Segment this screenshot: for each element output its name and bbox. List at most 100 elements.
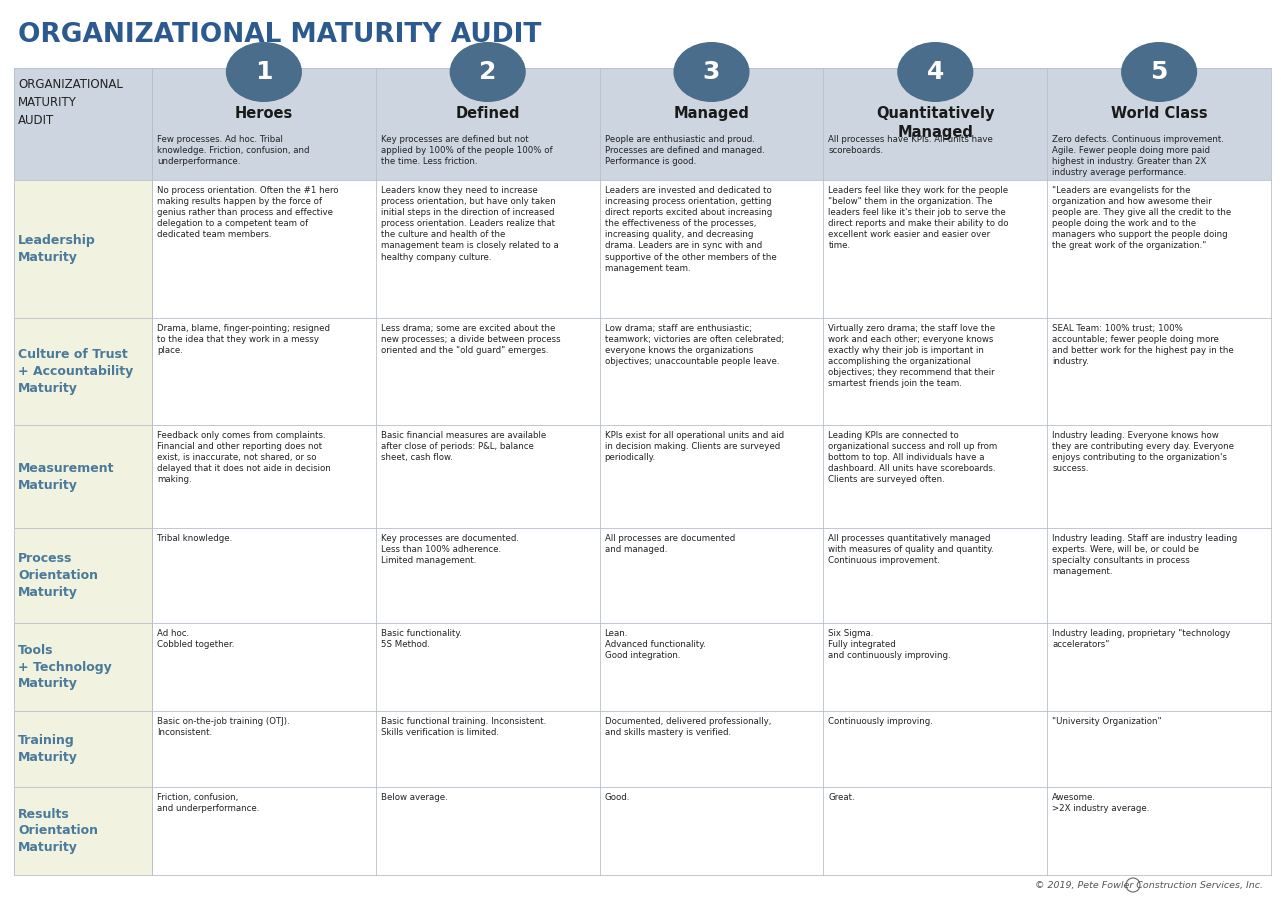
Bar: [600, 425, 824, 528]
Bar: [824, 528, 1047, 623]
Text: Managed: Managed: [674, 106, 749, 121]
Text: ORGANIZATIONAL MATURITY AUDIT: ORGANIZATIONAL MATURITY AUDIT: [18, 22, 542, 48]
Bar: [152, 623, 375, 711]
Ellipse shape: [450, 42, 525, 102]
Text: Low drama; staff are enthusiastic;
teamwork; victories are often celebrated;
eve: Low drama; staff are enthusiastic; teamw…: [605, 324, 784, 366]
Text: © 2019, Pete Fowler Construction Services, Inc.: © 2019, Pete Fowler Construction Service…: [1035, 881, 1263, 890]
Bar: [600, 528, 824, 623]
Bar: [824, 425, 1047, 528]
Ellipse shape: [897, 42, 974, 102]
Text: Industry leading. Staff are industry leading
experts. Were, will be, or could be: Industry leading. Staff are industry lea…: [1052, 534, 1237, 577]
Text: All processes have KPIs. All units have
scoreboards.: All processes have KPIs. All units have …: [829, 135, 993, 155]
Bar: [375, 711, 600, 787]
Bar: [375, 318, 600, 425]
Text: Leaders are invested and dedicated to
increasing process orientation, getting
di: Leaders are invested and dedicated to in…: [605, 186, 776, 273]
Text: Heroes: Heroes: [234, 106, 293, 121]
Text: Basic functionality.
5S Method.: Basic functionality. 5S Method.: [380, 629, 461, 649]
Bar: [14, 68, 1271, 180]
Text: Defined: Defined: [456, 106, 520, 121]
Bar: [1047, 180, 1271, 318]
Text: Lean.
Advanced functionality.
Good integration.: Lean. Advanced functionality. Good integ…: [605, 629, 706, 660]
Text: Basic financial measures are available
after close of periods: P&L, balance
shee: Basic financial measures are available a…: [380, 431, 546, 462]
Bar: [14, 318, 152, 425]
Text: No process orientation. Often the #1 hero
making results happen by the force of
: No process orientation. Often the #1 her…: [158, 186, 338, 240]
Text: Zero defects. Continuous improvement.
Agile. Fewer people doing more paid
highes: Zero defects. Continuous improvement. Ag…: [1052, 135, 1225, 177]
Bar: [1047, 711, 1271, 787]
Text: Measurement
Maturity: Measurement Maturity: [18, 462, 114, 491]
Text: Below average.: Below average.: [380, 793, 447, 802]
Bar: [1047, 623, 1271, 711]
Bar: [152, 425, 375, 528]
Bar: [14, 711, 152, 787]
Bar: [824, 711, 1047, 787]
Bar: [1047, 318, 1271, 425]
Bar: [1047, 425, 1271, 528]
Text: Process
Orientation
Maturity: Process Orientation Maturity: [18, 552, 99, 599]
Bar: [14, 528, 152, 623]
Bar: [600, 787, 824, 875]
Text: Key processes are documented.
Less than 100% adherence.
Limited management.: Key processes are documented. Less than …: [380, 534, 519, 565]
Text: "University Organization": "University Organization": [1052, 717, 1162, 726]
Text: Six Sigma.
Fully integrated
and continuously improving.: Six Sigma. Fully integrated and continuo…: [829, 629, 951, 660]
Bar: [824, 318, 1047, 425]
Bar: [824, 623, 1047, 711]
Text: Virtually zero drama; the staff love the
work and each other; everyone knows
exa: Virtually zero drama; the staff love the…: [829, 324, 995, 389]
Text: Leaders feel like they work for the people
"below" them in the organization. The: Leaders feel like they work for the peop…: [829, 186, 1009, 251]
Bar: [1047, 528, 1271, 623]
Text: Good.: Good.: [605, 793, 630, 802]
Bar: [375, 180, 600, 318]
Bar: [152, 787, 375, 875]
Bar: [824, 787, 1047, 875]
Bar: [375, 425, 600, 528]
Bar: [375, 623, 600, 711]
Bar: [1047, 787, 1271, 875]
Text: Feedback only comes from complaints.
Financial and other reporting does not
exis: Feedback only comes from complaints. Fin…: [158, 431, 330, 484]
Text: Tribal knowledge.: Tribal knowledge.: [158, 534, 232, 543]
Text: 5: 5: [1150, 60, 1168, 84]
Bar: [152, 528, 375, 623]
Bar: [152, 711, 375, 787]
Text: All processes quantitatively managed
with measures of quality and quantity.
Cont: All processes quantitatively managed wit…: [829, 534, 994, 565]
Ellipse shape: [674, 42, 749, 102]
Text: Basic functional training. Inconsistent.
Skills verification is limited.: Basic functional training. Inconsistent.…: [380, 717, 546, 737]
Bar: [14, 180, 152, 318]
Text: Drama, blame, finger-pointing; resigned
to the idea that they work in a messy
pl: Drama, blame, finger-pointing; resigned …: [158, 324, 330, 356]
Text: 2: 2: [479, 60, 497, 84]
Text: Ad hoc.
Cobbled together.: Ad hoc. Cobbled together.: [158, 629, 234, 649]
Text: 3: 3: [703, 60, 720, 84]
Text: Leadership
Maturity: Leadership Maturity: [18, 234, 96, 264]
Bar: [600, 623, 824, 711]
Bar: [824, 180, 1047, 318]
Text: SEAL Team: 100% trust; 100%
accountable; fewer people doing more
and better work: SEAL Team: 100% trust; 100% accountable;…: [1052, 324, 1234, 366]
Text: Quantitatively
Managed: Quantitatively Managed: [876, 106, 994, 139]
Bar: [375, 787, 600, 875]
Bar: [14, 787, 152, 875]
Text: Few processes. Ad hoc. Tribal
knowledge. Friction, confusion, and
underperforman: Few processes. Ad hoc. Tribal knowledge.…: [158, 135, 310, 166]
Bar: [600, 318, 824, 425]
Text: People are enthusiastic and proud.
Processes are defined and managed.
Performanc: People are enthusiastic and proud. Proce…: [605, 135, 765, 166]
Text: Awesome.
>2X industry average.: Awesome. >2X industry average.: [1052, 793, 1149, 813]
Bar: [14, 623, 152, 711]
Text: Friction, confusion,
and underperformance.: Friction, confusion, and underperformanc…: [158, 793, 259, 813]
Text: Culture of Trust
+ Accountability
Maturity: Culture of Trust + Accountability Maturi…: [18, 348, 133, 395]
Bar: [14, 425, 152, 528]
Text: ORGANIZATIONAL
MATURITY
AUDIT: ORGANIZATIONAL MATURITY AUDIT: [18, 78, 123, 127]
Bar: [152, 318, 375, 425]
Text: Continuously improving.: Continuously improving.: [829, 717, 934, 726]
Text: Key processes are defined but not
applied by 100% of the people 100% of
the time: Key processes are defined but not applie…: [380, 135, 552, 166]
Text: Leading KPIs are connected to
organizational success and roll up from
bottom to : Leading KPIs are connected to organizati…: [829, 431, 998, 484]
Text: Leaders know they need to increase
process orientation, but have only taken
init: Leaders know they need to increase proce…: [380, 186, 559, 261]
Bar: [375, 528, 600, 623]
Text: World Class: World Class: [1111, 106, 1208, 121]
Text: All processes are documented
and managed.: All processes are documented and managed…: [605, 534, 735, 554]
Text: 4: 4: [926, 60, 944, 84]
Text: Documented, delivered professionally,
and skills mastery is verified.: Documented, delivered professionally, an…: [605, 717, 771, 737]
Text: KPIs exist for all operational units and aid
in decision making. Clients are sur: KPIs exist for all operational units and…: [605, 431, 784, 462]
Ellipse shape: [225, 42, 302, 102]
Text: "Leaders are evangelists for the
organization and how awesome their
people are. : "Leaders are evangelists for the organiz…: [1052, 186, 1231, 251]
Text: Less drama; some are excited about the
new processes; a divide between process
o: Less drama; some are excited about the n…: [380, 324, 560, 356]
Ellipse shape: [1121, 42, 1198, 102]
Text: Tools
+ Technology
Maturity: Tools + Technology Maturity: [18, 644, 111, 691]
Text: Industry leading. Everyone knows how
they are contributing every day. Everyone
e: Industry leading. Everyone knows how the…: [1052, 431, 1234, 473]
Text: Great.: Great.: [829, 793, 854, 802]
